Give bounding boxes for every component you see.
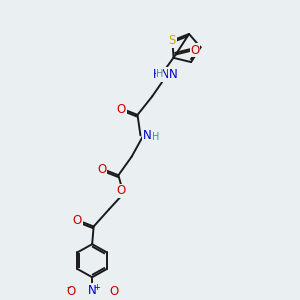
Text: O: O — [98, 163, 107, 176]
Text: +: + — [93, 283, 100, 292]
Text: S: S — [169, 34, 176, 47]
Text: O: O — [66, 285, 75, 298]
Text: N: N — [168, 68, 177, 81]
Text: H: H — [152, 132, 159, 142]
Text: O: O — [109, 285, 118, 298]
Text: O: O — [117, 103, 126, 116]
Text: HN: HN — [153, 68, 170, 81]
Text: O: O — [117, 184, 126, 197]
Text: O: O — [190, 44, 200, 57]
Text: O: O — [73, 214, 82, 227]
Text: -: - — [66, 281, 71, 294]
Text: H: H — [156, 69, 163, 80]
Text: N: N — [88, 284, 97, 296]
Text: N: N — [142, 129, 151, 142]
